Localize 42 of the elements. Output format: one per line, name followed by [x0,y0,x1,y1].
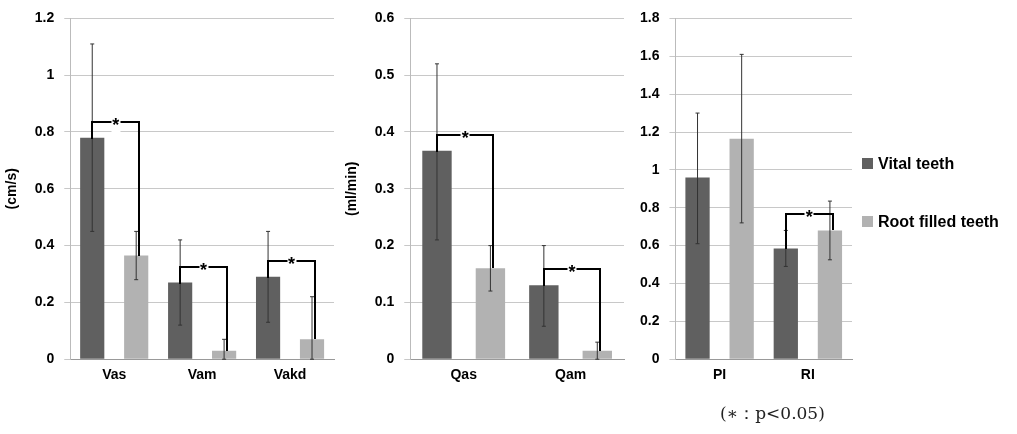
y-tick-label: 1.8 [639,9,660,26]
y-tick-label: 1.6 [639,47,660,64]
y-tick-label: 1.2 [34,9,55,26]
y-tick-label: 1 [651,160,660,177]
annotation: * [460,127,470,148]
annotation: * [111,114,121,135]
y-tick-label: 1 [46,66,55,83]
x-tick-label: Qas [450,366,478,383]
x-tick-label: RI [800,366,815,383]
y-tick-label: 0 [46,350,55,367]
y-tick-label: 1.2 [639,122,660,139]
annotation: * [804,207,814,228]
y-tick-label: 0.2 [34,293,55,310]
x-tick-label: Vas [102,366,127,383]
y-tick-label: 0.4 [34,236,55,253]
y-tick-label: 0.1 [374,293,395,310]
y-tick-label: 0 [386,350,395,367]
text: (∗：p<0.05) [720,402,825,425]
annotation: * [199,259,209,280]
y-tick-label: 0.4 [639,274,660,291]
y-tick-label: 0.6 [374,9,395,26]
x-tick-label: Vam [187,366,217,383]
y-tick-label: 0.2 [374,236,395,253]
y-tick-label: 0.3 [374,179,395,196]
y-tick-label: 0.8 [639,198,660,215]
y-tick-label: 0.6 [34,179,55,196]
y-tick-label: 0.6 [639,236,660,253]
y-tick-label: 0 [651,350,660,367]
y-tick-label: 0.4 [374,122,395,139]
x-tick-label: Qam [555,366,587,383]
legend-label: Vital teeth [878,154,955,173]
annotation: * [567,262,577,283]
y-tick-label: 0.5 [374,66,395,83]
y-tick-label: 1.4 [639,84,660,101]
y-axis-title: (ml/min) [343,161,360,217]
annotation: * [287,253,297,274]
x-tick-label: Vakd [273,366,307,383]
legend-label: Root filled teeth [878,212,999,231]
y-tick-label: 0.2 [639,312,660,329]
y-tick-label: 0.8 [34,122,55,139]
y-axis-title: (cm/s) [3,168,20,210]
x-tick-label: PI [712,366,727,383]
